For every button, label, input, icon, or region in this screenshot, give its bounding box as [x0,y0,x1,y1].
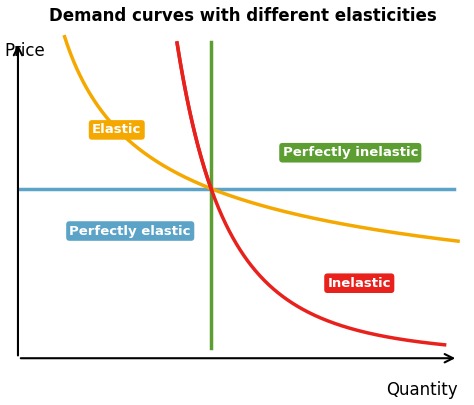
Text: Inelastic: Inelastic [328,277,391,290]
Text: Perfectly inelastic: Perfectly inelastic [283,146,418,159]
Text: Elastic: Elastic [92,124,141,136]
Text: Perfectly elastic: Perfectly elastic [70,224,191,237]
Text: Quantity: Quantity [386,381,458,399]
Title: Demand curves with different elasticities: Demand curves with different elasticitie… [49,7,437,25]
Text: Price: Price [4,42,45,60]
